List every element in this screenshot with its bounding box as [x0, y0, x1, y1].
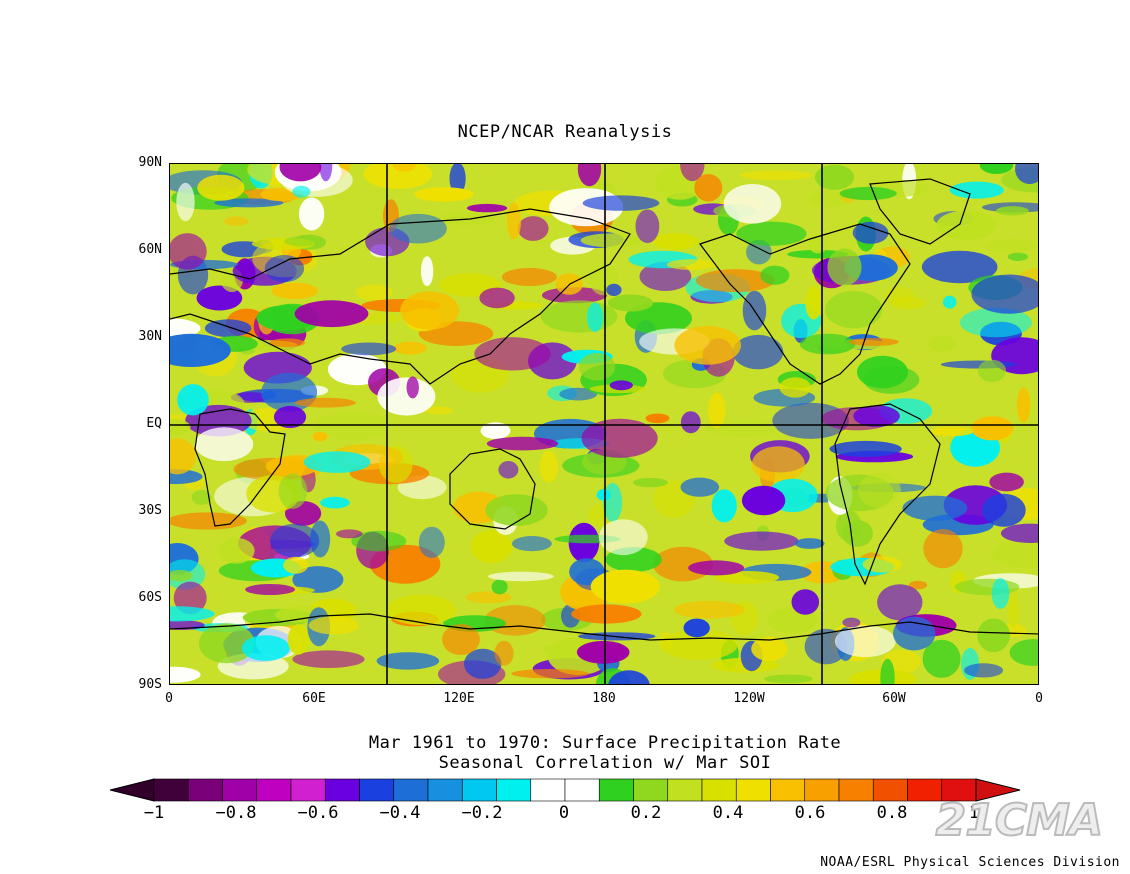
y-label-30s: 30S [138, 503, 162, 518]
colorbar-right-arrow [975, 778, 1021, 802]
colorbar-tick-label: 0.2 [630, 803, 662, 823]
colorbar-left-arrow [110, 778, 155, 802]
coastline-antarctica [170, 613, 1038, 641]
colorbar-tick-label: −0.4 [379, 803, 421, 823]
colorbar-cell [872, 778, 908, 802]
colorbar [110, 778, 1021, 802]
colorbar-cell [735, 778, 771, 802]
y-label-30n: 30N [138, 329, 162, 344]
y-label-60n: 60N [138, 242, 162, 257]
colorbar-tick-label: 0.8 [876, 803, 908, 823]
colorbar-cell [496, 778, 532, 802]
colorbar-cell [393, 778, 429, 802]
colorbar-cell [701, 778, 737, 802]
colorbar-cell [153, 778, 189, 802]
colorbar-tick-label: 0.4 [712, 803, 744, 823]
colorbar-cell [290, 778, 326, 802]
y-label-90s: 90S [138, 677, 162, 692]
coastline-south-america [834, 403, 941, 586]
y-label-60s: 60S [138, 590, 162, 605]
coastline-greenland [869, 178, 971, 245]
colorbar-cell [222, 778, 258, 802]
colorbar-cell [770, 778, 806, 802]
colorbar-tick-label: −0.8 [215, 803, 257, 823]
colorbar-cell [667, 778, 703, 802]
colorbar-cell [838, 778, 874, 802]
colorbar-cell [324, 778, 360, 802]
x-label-60w: 60W [882, 691, 906, 706]
colorbar-cell [564, 778, 600, 802]
colorbar-cell [633, 778, 669, 802]
coastline-australia [449, 448, 536, 530]
x-label-180: 180 [592, 691, 616, 706]
colorbar-tick-label: 1 [968, 803, 980, 823]
map-panel [169, 163, 1039, 685]
coastline-north-america [699, 223, 911, 385]
colorbar-tick-label: −0.6 [297, 803, 339, 823]
colorbar-cell [530, 778, 566, 802]
x-label-60e: 60E [302, 691, 326, 706]
plot-title: NCEP/NCAR Reanalysis [457, 122, 673, 142]
colorbar-cell [427, 778, 463, 802]
x-label-0-end: 0 [1035, 691, 1043, 706]
coastline-eurasia [170, 208, 631, 385]
colorbar-cell [256, 778, 292, 802]
colorbar-cell [187, 778, 223, 802]
credit-text: NOAA/ESRL Physical Sciences Division [820, 855, 1120, 870]
x-label-0: 0 [165, 691, 173, 706]
watermark-logo: 21CMA [935, 794, 1104, 847]
x-label-120w: 120W [733, 691, 765, 706]
colorbar-cell [359, 778, 395, 802]
colorbar-tick-label: −1 [143, 803, 165, 823]
colorbar-cell [461, 778, 497, 802]
colorbar-cell [804, 778, 840, 802]
y-label-90n: 90N [138, 155, 162, 170]
colorbar-tick-label: −0.2 [461, 803, 503, 823]
subtitle-line-1: Mar 1961 to 1970: Surface Precipitation … [368, 733, 842, 753]
subtitle-line-2: Seasonal Correlation w/ Mar SOI [438, 753, 772, 773]
coastline-africa [194, 408, 286, 527]
x-label-120e: 120E [443, 691, 475, 706]
correlation-field [170, 164, 1038, 684]
colorbar-tick-label: 0.6 [794, 803, 826, 823]
y-label-eq: EQ [146, 416, 162, 431]
colorbar-cell [598, 778, 634, 802]
colorbar-tick-label: 0 [558, 803, 570, 823]
